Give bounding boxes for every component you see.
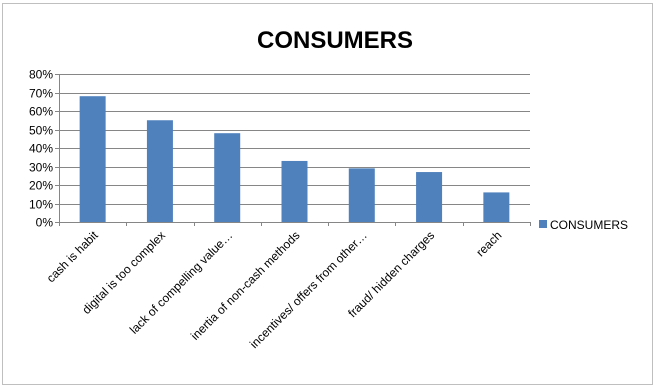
bar <box>281 160 308 222</box>
chart-area: CONSUMERS 0% 10% 20% 30% 40% 50% 60% 70% 80% cas… <box>2 3 653 385</box>
x-tick-label: cash is habit <box>44 228 102 286</box>
bar <box>79 96 106 222</box>
bar <box>214 133 241 222</box>
y-tick-label: 50% <box>29 124 53 138</box>
bar <box>146 120 173 222</box>
bar <box>483 192 510 222</box>
bar <box>348 168 375 222</box>
x-tick-label: inertia of non-cash methods <box>188 228 303 343</box>
y-tick-label: 20% <box>29 179 53 193</box>
bar-chart: CONSUMERS 0% 10% 20% 30% 40% 50% 60% 70% 80% cas… <box>29 27 628 351</box>
y-tick-label: 60% <box>29 105 53 119</box>
y-tick-label: 40% <box>29 142 53 156</box>
chart-title: CONSUMERS <box>257 27 413 54</box>
y-tick-label: 0% <box>36 216 54 230</box>
x-tick-label: incentives/ offers from other… <box>247 228 370 351</box>
legend-swatch <box>539 220 547 228</box>
axes <box>59 74 531 226</box>
y-tick-label: 10% <box>29 198 53 212</box>
legend-label: CONSUMERS <box>550 218 628 232</box>
y-tick-label: 70% <box>29 87 53 101</box>
x-tick-label: reach <box>473 228 504 259</box>
y-tick-label: 80% <box>29 68 53 82</box>
y-tick-label: 30% <box>29 161 53 175</box>
bar <box>416 172 443 222</box>
bars <box>79 96 510 222</box>
legend: CONSUMERS <box>539 218 628 232</box>
y-axis-ticks: 0% 10% 20% 30% 40% 50% 60% 70% 80% <box>29 68 59 230</box>
